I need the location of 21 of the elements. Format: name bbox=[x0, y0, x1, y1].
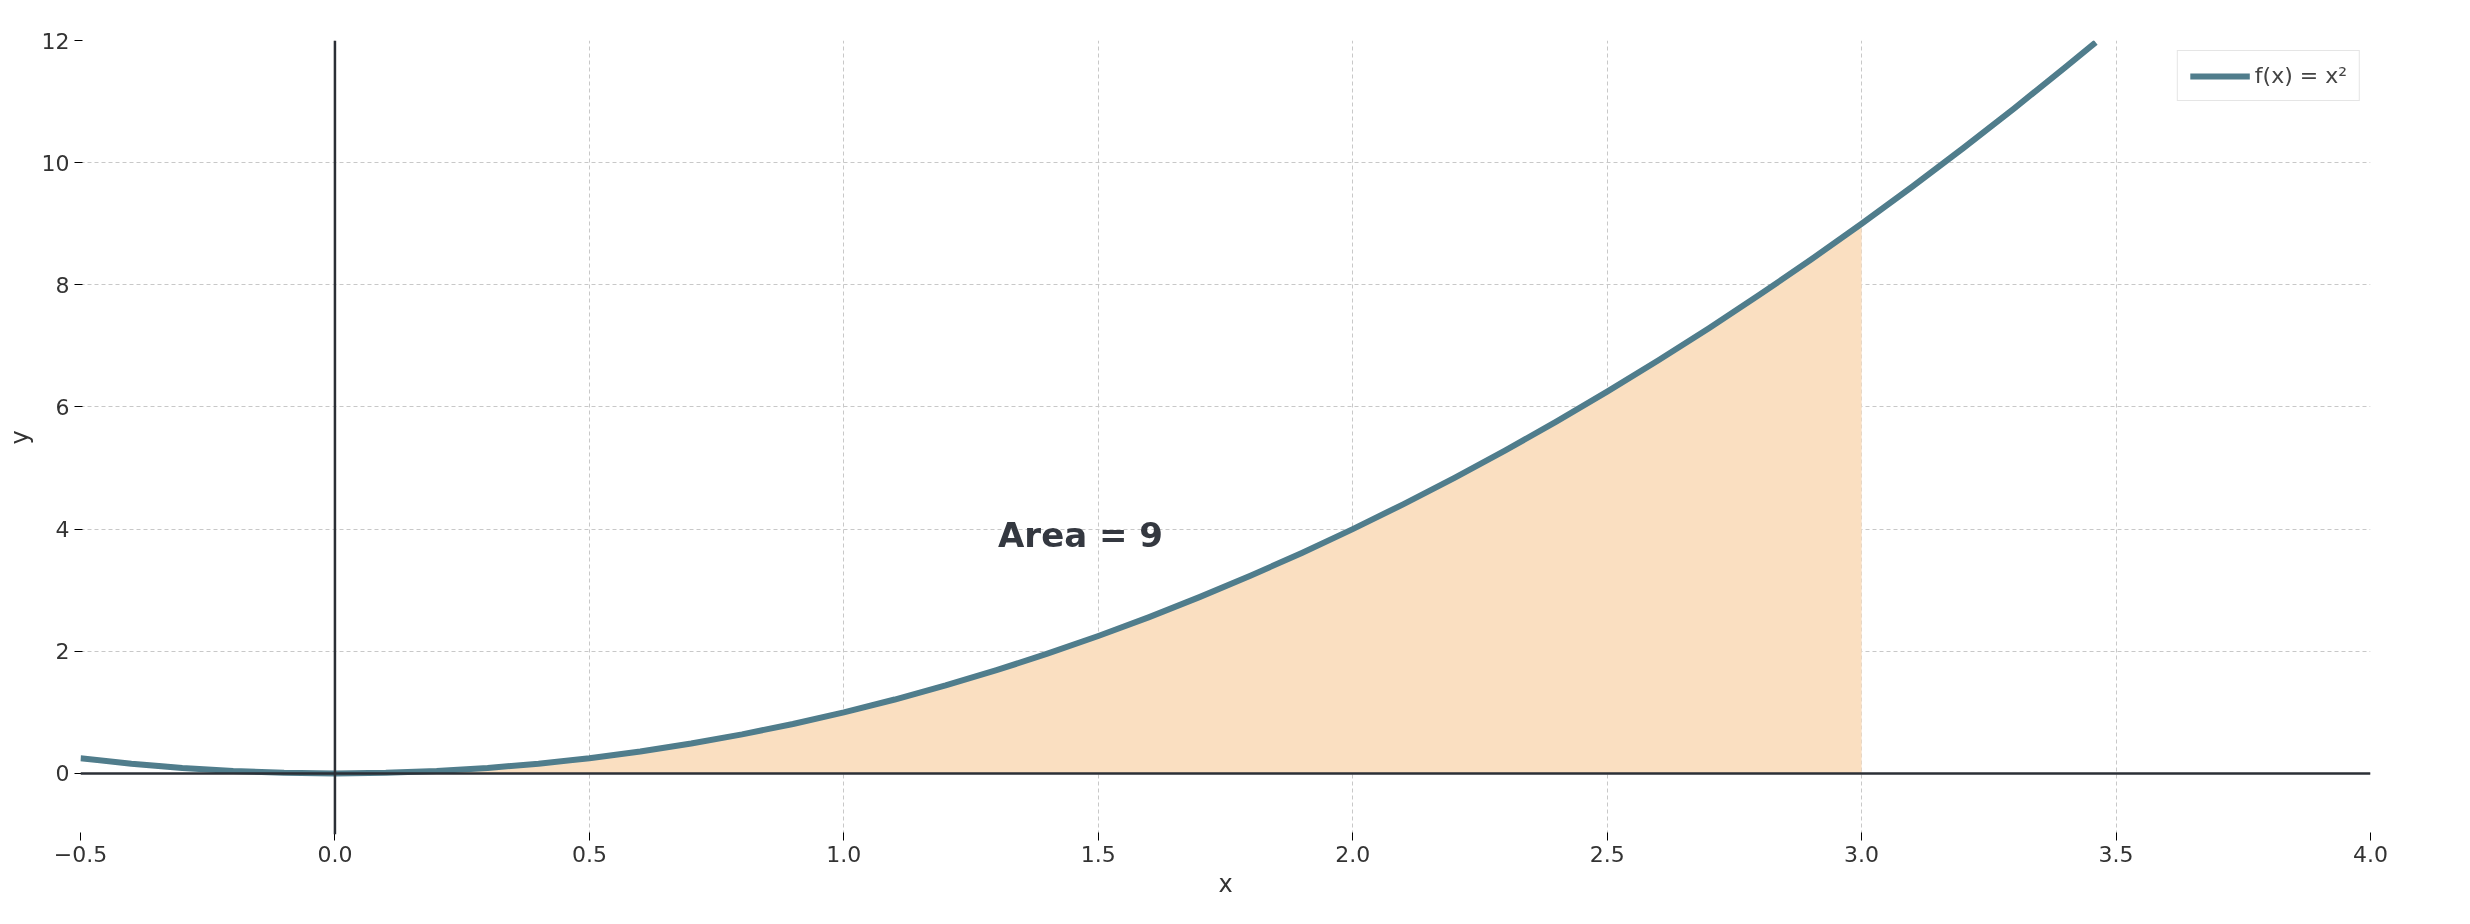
y-tick-label: 2 bbox=[55, 639, 70, 665]
y-tick-label: 6 bbox=[55, 394, 70, 420]
x-tick-label: −0.5 bbox=[53, 841, 108, 867]
y-tick-label: 0 bbox=[55, 761, 70, 787]
x-tick-label: 3.0 bbox=[1844, 841, 1880, 867]
legend-label: f(x) = x² bbox=[2254, 63, 2347, 88]
x-tick-label: 1.5 bbox=[1080, 841, 1116, 867]
y-tick-label: 12 bbox=[41, 28, 70, 54]
y-tick-label: 4 bbox=[55, 517, 70, 543]
annotation: Area = 9 bbox=[998, 514, 1163, 555]
x-tick-label: 2.5 bbox=[1589, 841, 1625, 867]
y-axis-title: y bbox=[5, 430, 34, 445]
x-tick-label: 3.5 bbox=[2098, 841, 2134, 867]
y-tick-label: 10 bbox=[41, 150, 70, 176]
x-tick-label: 1.0 bbox=[826, 841, 862, 867]
x-tick-label: 4.0 bbox=[2353, 841, 2389, 867]
x-tick-label: 2.0 bbox=[1335, 841, 1371, 867]
y-tick-label: 8 bbox=[55, 272, 70, 298]
x-axis-title: x bbox=[1218, 869, 1233, 898]
x-tick-label: 0.0 bbox=[317, 841, 353, 867]
x-tick-label: 0.5 bbox=[571, 841, 607, 867]
